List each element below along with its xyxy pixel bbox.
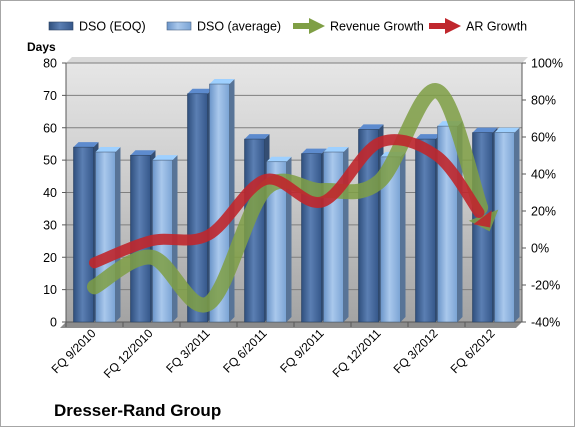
legend-label-revenue-growth: Revenue Growth bbox=[330, 20, 424, 34]
x-tick-label: FQ 9/2010 bbox=[49, 326, 99, 376]
y2-tick-label: 80% bbox=[531, 94, 556, 108]
y2-tick-label: 100% bbox=[531, 57, 563, 71]
y-tick-label: 10 bbox=[43, 283, 57, 297]
y2-tick-label: -40% bbox=[531, 316, 560, 330]
x-tick-label: FQ 3/2012 bbox=[391, 326, 441, 376]
y2-tick-label: 40% bbox=[531, 168, 556, 182]
legend: DSO (EOQ) DSO (average) Revenue Growth AR G… bbox=[48, 18, 527, 34]
legend-arrow-ar-growth bbox=[445, 18, 461, 34]
legend-swatch-dso-average bbox=[166, 21, 192, 31]
y-tick-label: 30 bbox=[43, 218, 57, 232]
bar-dso-average bbox=[266, 156, 292, 323]
legend-label-dso-average: DSO (average) bbox=[197, 20, 281, 34]
bar-dso-eoq bbox=[301, 148, 327, 323]
ar-growth-series bbox=[89, 134, 492, 269]
bar-dso-average bbox=[494, 127, 520, 323]
revenue-growth-line bbox=[87, 83, 489, 313]
y2-tick-label: -20% bbox=[531, 279, 560, 293]
legend-swatch-dso-eoq bbox=[48, 21, 74, 31]
legend-label-ar-growth: AR Growth bbox=[466, 20, 527, 34]
y2-tick-label: 0% bbox=[531, 242, 549, 256]
plot-wall-top bbox=[66, 57, 528, 63]
x-tick-label: FQ 9/2011 bbox=[277, 326, 327, 376]
y-tick-label: 70 bbox=[43, 89, 57, 103]
legend-label-dso-eoq: DSO (EOQ) bbox=[79, 20, 146, 34]
x-tick-label: FQ 3/2011 bbox=[163, 326, 213, 376]
x-tick-label: FQ 12/2011 bbox=[330, 326, 384, 380]
y-tick-label: 60 bbox=[43, 121, 57, 135]
y-tick-label: 50 bbox=[43, 154, 57, 168]
legend-item-dso-eoq: DSO (EOQ) bbox=[48, 20, 146, 34]
bar-dso-average bbox=[380, 151, 406, 323]
legend-item-ar-growth: AR Growth bbox=[429, 18, 527, 34]
ar-growth-arrowhead bbox=[473, 210, 492, 228]
bar-dso-eoq bbox=[73, 142, 99, 323]
legend-item-revenue-growth: Revenue Growth bbox=[293, 18, 424, 34]
x-tick-label: FQ 12/2010 bbox=[101, 326, 156, 381]
chart-title: Dresser-Rand Group bbox=[54, 401, 221, 420]
x-tick-label: FQ 6/2011 bbox=[220, 326, 270, 376]
y2-tick-label: 60% bbox=[531, 131, 556, 145]
bar-dso-average bbox=[95, 147, 121, 323]
y-tick-label: 0 bbox=[50, 316, 57, 330]
y-tick-label: 80 bbox=[43, 57, 57, 71]
y-tick-label: 40 bbox=[43, 186, 57, 200]
x-tick-label: FQ 6/2012 bbox=[448, 326, 498, 376]
ar-growth-line bbox=[89, 134, 485, 269]
y-axis-title: Days bbox=[27, 40, 56, 54]
bar-dso-eoq bbox=[187, 88, 213, 323]
plot-floor bbox=[60, 322, 522, 328]
y2-tick-label: 20% bbox=[531, 205, 556, 219]
y-tick-label: 20 bbox=[43, 251, 57, 265]
legend-item-dso-average: DSO (average) bbox=[166, 20, 281, 34]
legend-arrow-revenue-growth bbox=[309, 18, 325, 34]
